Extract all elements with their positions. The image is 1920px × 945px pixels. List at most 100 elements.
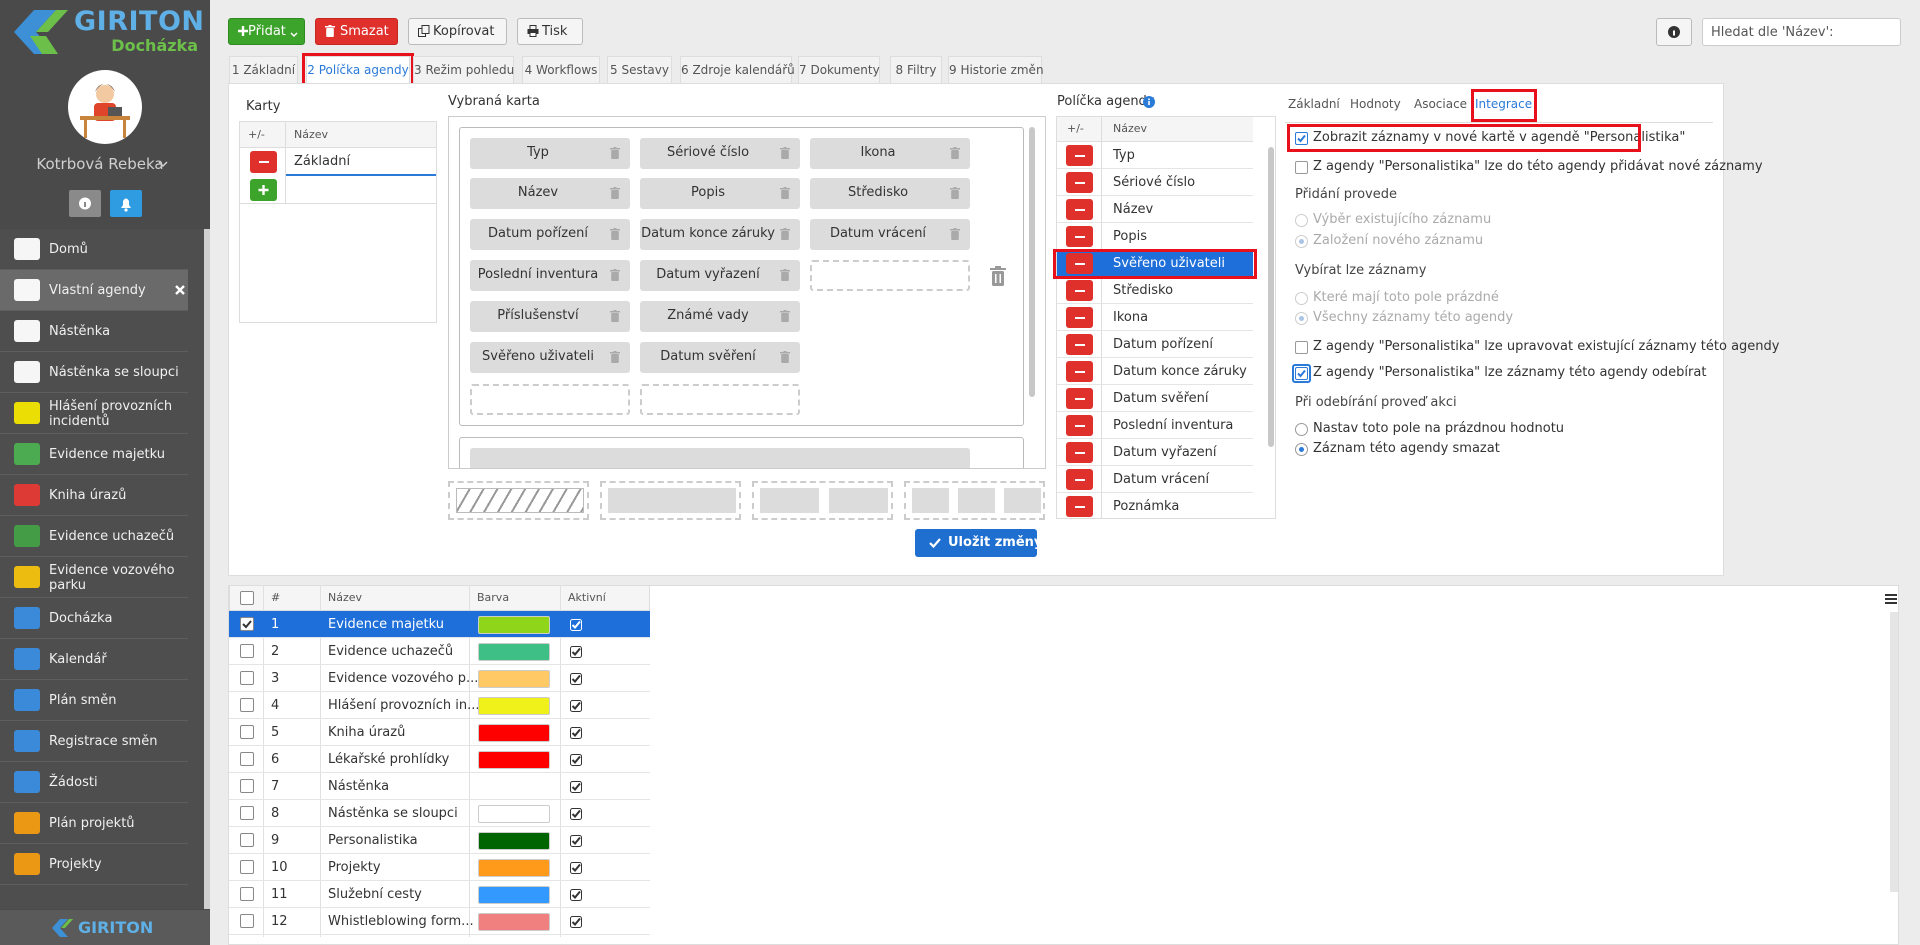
checkbox[interactable] (1295, 367, 1308, 380)
checkbox[interactable] (1295, 341, 1308, 354)
remove-button[interactable] (1066, 388, 1093, 409)
remove-button[interactable] (1066, 172, 1093, 193)
field-chip[interactable]: Název (470, 178, 630, 209)
remove-button[interactable] (1066, 307, 1093, 328)
field-name[interactable]: Poznámka (1113, 499, 1180, 514)
remove-button[interactable] (1066, 280, 1093, 301)
field-chip[interactable]: Poslední inventura (470, 260, 630, 291)
remove-button[interactable] (1066, 361, 1093, 382)
trash-icon[interactable] (610, 351, 620, 363)
row-name[interactable]: Projekty (328, 860, 381, 875)
tab[interactable]: 9 Historie změn (948, 56, 1044, 83)
remove-button[interactable] (250, 151, 277, 173)
remove-button[interactable] (1066, 496, 1093, 517)
trash-icon[interactable] (610, 187, 620, 199)
row-checkbox[interactable] (240, 860, 254, 874)
field-chip[interactable]: Datum svěření (640, 342, 800, 373)
help-button[interactable] (1656, 18, 1692, 46)
search-input[interactable]: Hledat dle 'Název': (1702, 18, 1901, 46)
menu-item[interactable]: Nástěnka (0, 311, 188, 352)
field-name[interactable]: Datum vrácení (1113, 472, 1210, 487)
remove-button[interactable] (1066, 415, 1093, 436)
header-checkbox[interactable] (240, 591, 254, 605)
field-name[interactable]: Poslední inventura (1113, 418, 1234, 433)
field-chip[interactable]: Sériové číslo (640, 138, 800, 169)
detail-tab[interactable]: Hodnoty (1350, 97, 1401, 111)
row-checkbox[interactable] (240, 617, 254, 631)
layout-option[interactable] (600, 481, 741, 520)
tab[interactable]: 8 Filtry (890, 56, 942, 83)
tab[interactable]: 6 Zdroje kalendářů (680, 56, 795, 83)
row-name[interactable]: Evidence vozového p... (328, 671, 479, 686)
trash-icon[interactable] (950, 228, 960, 240)
field-chip[interactable]: Datum pořízení (470, 219, 630, 250)
row-checkbox[interactable] (240, 725, 254, 739)
field-name[interactable]: Popis (1113, 229, 1147, 244)
help-icon[interactable] (1143, 96, 1155, 108)
remove-button[interactable] (1066, 145, 1093, 166)
notification-button[interactable] (110, 190, 142, 217)
toolbar-button[interactable]: Smazat (315, 18, 398, 45)
tab[interactable]: 5 Sestavy (607, 56, 672, 83)
field-name[interactable]: Datum konce záruky (1113, 364, 1247, 379)
tab[interactable]: 4 Workflows (522, 56, 600, 83)
menu-item[interactable]: Plán projektů (0, 803, 188, 844)
field-chip[interactable]: Středisko (810, 178, 970, 209)
radio[interactable] (1295, 443, 1308, 456)
field-chip[interactable]: Známé vady (640, 301, 800, 332)
tab[interactable]: 3 Režim pohledu (413, 56, 514, 83)
toolbar-button[interactable]: Kopírovat (408, 18, 507, 45)
card-name[interactable]: Základní (286, 148, 436, 176)
field-name[interactable]: Svěřeno uživateli (1113, 256, 1225, 271)
row-name[interactable]: Personalistika (328, 833, 418, 848)
remove-button[interactable] (1066, 469, 1093, 490)
field-name[interactable]: Sériové číslo (1113, 175, 1196, 190)
row-checkbox[interactable] (240, 833, 254, 847)
field-name[interactable]: Ikona (1113, 310, 1149, 325)
trash-icon[interactable] (610, 269, 620, 281)
menu-item[interactable]: Žádosti (0, 762, 188, 803)
detail-tab[interactable]: Základní (1288, 97, 1340, 111)
menu-item[interactable]: Nástěnka se sloupci (0, 352, 188, 393)
trash-icon[interactable] (610, 228, 620, 240)
trash-icon[interactable] (950, 147, 960, 159)
field-chip[interactable]: Popis (640, 178, 800, 209)
row-checkbox[interactable] (240, 752, 254, 766)
row-name[interactable]: Evidence uchazečů (328, 644, 454, 659)
row-checkbox[interactable] (240, 887, 254, 901)
menu-item[interactable]: Projekty (0, 844, 188, 885)
field-name[interactable]: Datum svěření (1113, 391, 1209, 406)
menu-item[interactable]: Hlášení provozních incidentů (0, 393, 188, 434)
menu-item[interactable]: Kniha úrazů (0, 475, 188, 516)
trash-icon[interactable] (780, 310, 790, 322)
field-chip[interactable]: Datum konce záruky (640, 219, 800, 250)
radio[interactable] (1295, 423, 1308, 436)
row-checkbox[interactable] (240, 698, 254, 712)
remove-button[interactable] (1066, 442, 1093, 463)
trash-icon[interactable] (950, 187, 960, 199)
field-chip[interactable]: Typ (470, 138, 630, 169)
checkbox[interactable] (1295, 161, 1308, 174)
tab[interactable]: 2 Políčka agendy (306, 56, 410, 83)
field-chip[interactable]: Ikona (810, 138, 970, 169)
row-name[interactable]: Nástěnka (328, 779, 390, 794)
field-name[interactable]: Typ (1113, 148, 1135, 163)
field-name[interactable]: Název (1113, 202, 1154, 217)
remove-button[interactable] (1066, 199, 1093, 220)
menu-item[interactable]: Plán směn (0, 680, 188, 721)
toolbar-button[interactable]: Přidat (228, 18, 305, 45)
detail-tab[interactable]: Asociace (1414, 97, 1468, 111)
remove-button[interactable] (1066, 226, 1093, 247)
delete-row-icon[interactable] (990, 266, 1006, 286)
user-name[interactable]: Kotrbová Rebeka (36, 155, 164, 173)
row-name[interactable]: Služební cesty (328, 887, 422, 902)
menu-item[interactable]: Vlastní agendy (0, 270, 188, 311)
save-button[interactable]: Uložit změny (915, 529, 1042, 557)
row-name[interactable]: Whistleblowing form... (328, 914, 474, 929)
row-checkbox[interactable] (240, 806, 254, 820)
menu-item[interactable]: Kalendář (0, 639, 188, 680)
toolbar-button[interactable]: Tisk (517, 18, 583, 45)
layout-option[interactable] (904, 481, 1045, 520)
row-checkbox[interactable] (240, 671, 254, 685)
menu-item[interactable]: Evidence majetku (0, 434, 188, 475)
